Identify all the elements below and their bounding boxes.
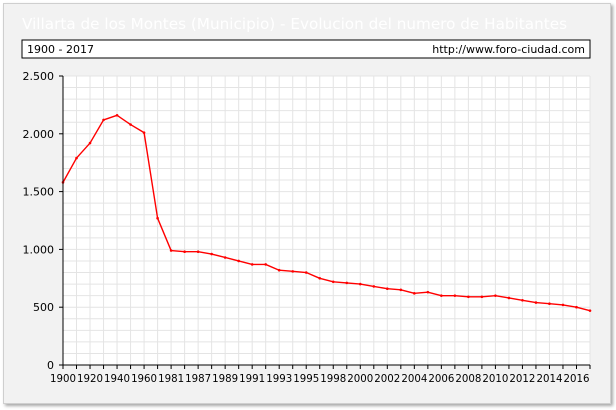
x-tick-label: 2008	[455, 373, 481, 385]
data-point	[291, 270, 295, 273]
data-point	[426, 290, 430, 294]
data-point	[399, 288, 403, 292]
chart-title: Villarta de los Montes (Municipio) - Evo…	[22, 15, 567, 33]
y-tick-label: 2.000	[23, 128, 55, 141]
data-point	[372, 285, 376, 288]
data-point	[277, 268, 281, 272]
y-tick-label: 0	[47, 359, 54, 372]
data-point	[548, 302, 551, 306]
data-point	[115, 114, 119, 117]
x-tick-label: 1960	[131, 373, 157, 385]
x-tick-label: 2016	[563, 373, 589, 385]
plot-area	[63, 76, 590, 365]
period-label: 1900 - 2017	[27, 43, 94, 56]
x-tick-label: 2014	[536, 373, 562, 385]
info-bar	[21, 39, 591, 59]
data-point	[331, 280, 335, 284]
x-tick-label: 2004	[401, 373, 427, 385]
x-tick-label: 1991	[239, 373, 265, 385]
y-tick-label: 1.000	[23, 243, 55, 256]
data-point	[386, 287, 389, 291]
x-tick-label: 2002	[374, 373, 400, 385]
data-point	[75, 156, 78, 160]
x-tick-label: 1989	[212, 373, 238, 385]
x-tick-label: 2000	[347, 373, 373, 385]
x-tick-label: 1995	[293, 373, 319, 385]
data-point	[129, 123, 132, 126]
y-tick-label: 500	[33, 301, 54, 314]
data-point	[142, 131, 146, 134]
data-point	[494, 294, 497, 297]
data-point	[196, 250, 200, 254]
data-point	[588, 309, 592, 312]
grid-lines	[63, 75, 591, 365]
data-point	[575, 305, 578, 309]
data-point	[210, 252, 213, 256]
data-point	[304, 271, 308, 274]
data-point	[183, 250, 186, 254]
data-point	[521, 298, 524, 302]
x-tick-label: 1940	[104, 373, 130, 385]
data-point	[534, 301, 538, 304]
data-point	[507, 296, 511, 300]
x-tick-label: 2012	[509, 373, 535, 385]
x-tick-label: 1981	[158, 373, 184, 385]
data-point	[156, 216, 159, 220]
x-tick-label: 2006	[428, 373, 454, 385]
x-tick-label: 1920	[77, 373, 103, 385]
x-tick-label: 1987	[185, 373, 211, 385]
data-point	[358, 282, 362, 286]
series-layer	[61, 114, 592, 312]
data-point	[88, 141, 92, 145]
data-point	[318, 277, 322, 280]
source-link[interactable]: http://www.foro-ciudad.com	[432, 43, 585, 56]
data-point	[480, 295, 484, 299]
data-point	[169, 249, 173, 252]
data-point	[561, 303, 565, 307]
data-point	[102, 118, 105, 122]
x-tick-label: 1900	[50, 373, 76, 385]
data-point	[440, 294, 443, 297]
data-point	[250, 263, 254, 266]
data-point	[223, 256, 227, 259]
data-point	[345, 281, 349, 285]
data-point	[467, 295, 470, 299]
y-tick-label: 1.500	[23, 186, 55, 199]
data-point	[264, 263, 267, 266]
x-tick-label: 2010	[482, 373, 508, 385]
data-point	[453, 294, 457, 297]
x-tick-label: 1998	[320, 373, 346, 385]
y-axis: 0 500 1.000 1.500 2.000 2.500	[23, 70, 63, 372]
y-tick-label: 2.500	[23, 70, 55, 83]
series-line	[62, 114, 591, 312]
x-tick-label: 1993	[266, 373, 292, 385]
data-point	[237, 259, 240, 263]
data-point	[413, 292, 416, 295]
x-axis: 1900 1920 1940 1960 1981 1987 1989 1991 1993 1995…	[50, 365, 591, 385]
